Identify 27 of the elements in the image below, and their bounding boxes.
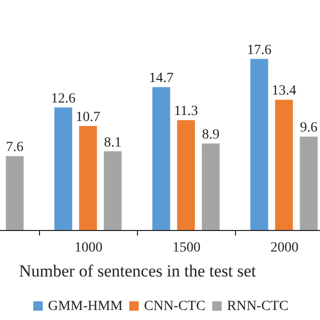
x-tick-label: 1000 bbox=[74, 240, 102, 256]
bar bbox=[177, 120, 195, 230]
bar bbox=[152, 87, 170, 230]
x-tick-label: 2000 bbox=[270, 240, 298, 256]
data-label: 14.7 bbox=[149, 71, 174, 86]
data-label: 12.6 bbox=[51, 92, 76, 106]
x-axis-title: Number of sentences in the test set bbox=[19, 262, 256, 280]
bar bbox=[79, 126, 97, 230]
bar bbox=[104, 151, 122, 230]
bar bbox=[202, 143, 220, 230]
data-label: 8.1 bbox=[104, 135, 122, 150]
data-label: 8.9 bbox=[202, 127, 220, 142]
legend-label: CNN-CTC bbox=[144, 299, 206, 314]
x-tick-label: 1500 bbox=[172, 240, 200, 256]
bar bbox=[275, 100, 293, 230]
bar bbox=[300, 136, 318, 230]
data-label: 13.4 bbox=[272, 84, 296, 99]
data-label: 11.3 bbox=[174, 104, 198, 120]
data-label: 9.6 bbox=[300, 120, 318, 136]
bar bbox=[6, 156, 24, 230]
data-label: 17.6 bbox=[247, 42, 272, 58]
legend-label: GMM-HMM bbox=[48, 299, 124, 314]
legend-label: RNN-CTC bbox=[227, 299, 288, 314]
bar bbox=[250, 58, 268, 230]
data-label: 7.6 bbox=[6, 140, 24, 156]
data-label: 10.7 bbox=[76, 110, 100, 125]
bar bbox=[54, 108, 72, 230]
